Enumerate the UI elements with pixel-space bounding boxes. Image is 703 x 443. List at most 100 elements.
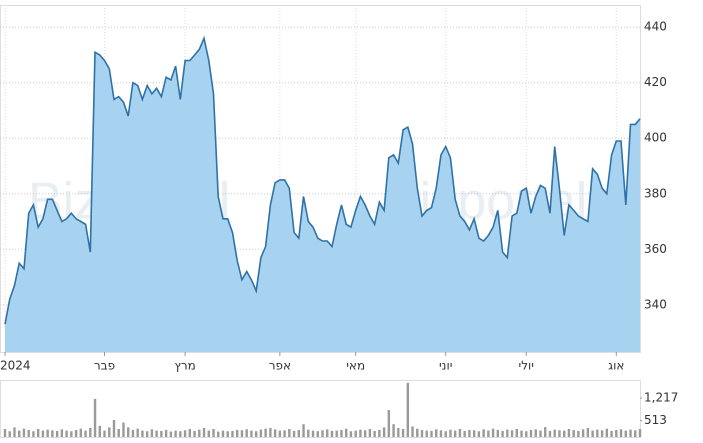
- volume-bar: [41, 430, 45, 437]
- volume-bar: [3, 428, 7, 437]
- y-tick-label: 440: [644, 20, 667, 34]
- volume-bar: [150, 429, 154, 437]
- volume-bar: [401, 428, 405, 437]
- y-tick-label: 380: [644, 186, 667, 200]
- volume-bar: [344, 428, 348, 437]
- volume-bar: [18, 430, 21, 437]
- volume-bar: [515, 428, 518, 437]
- volume-bar: [430, 430, 433, 437]
- volume-bar: [55, 430, 59, 437]
- volume-bar: [581, 429, 585, 437]
- volume-bar: [60, 429, 64, 437]
- volume-bar: [610, 430, 613, 437]
- volume-bar: [112, 420, 116, 437]
- volume-bar: [553, 429, 556, 437]
- y-tick-label: 360: [644, 242, 667, 256]
- volume-bar: [458, 428, 462, 437]
- volume-bar: [359, 429, 362, 437]
- volume-frame: [0, 380, 641, 438]
- volume-bar: [127, 427, 130, 437]
- volume-bar: [529, 429, 533, 437]
- volume-bar: [629, 429, 632, 437]
- y-tick-label: 340: [644, 297, 667, 311]
- volume-bar: [439, 430, 443, 437]
- volume-bar: [160, 430, 163, 437]
- volume-bar: [84, 430, 87, 437]
- volume-bar: [65, 430, 68, 437]
- x-tick-label: אפר: [269, 359, 291, 373]
- volume-bar: [416, 428, 419, 437]
- x-tick-label: מאי: [346, 359, 365, 373]
- volume-bar: [231, 430, 234, 437]
- volume-bar: [615, 429, 618, 437]
- volume-bar: [525, 431, 528, 437]
- volume-bar: [425, 430, 428, 437]
- volume-bar: [472, 430, 476, 437]
- x-tick-label: מרץ: [174, 359, 195, 373]
- volume-bar: [22, 428, 26, 437]
- volume-bar: [354, 430, 357, 437]
- volume-bar: [392, 424, 395, 437]
- volume-bar: [169, 431, 173, 437]
- volume-bar: [254, 431, 258, 437]
- volume-bar: [145, 431, 149, 437]
- volume-bar: [131, 429, 135, 437]
- volume-bar: [108, 427, 111, 437]
- volume-bar: [562, 430, 566, 437]
- volume-bar: [330, 430, 334, 437]
- volume-bar: [572, 429, 575, 437]
- volume-bar: [221, 430, 225, 437]
- volume-bar: [558, 430, 561, 437]
- plot-frame: [0, 5, 641, 353]
- volume-bar: [435, 429, 438, 437]
- volume-bar: [79, 428, 83, 437]
- volume-bar: [51, 430, 54, 437]
- volume-bar: [591, 430, 594, 437]
- volume-bar: [259, 429, 263, 437]
- volume-bar: [605, 428, 609, 437]
- volume-bar: [117, 428, 120, 437]
- volume-bar: [420, 429, 424, 437]
- volume-bar: [264, 428, 267, 437]
- volume-bar: [103, 430, 106, 437]
- volume-bar: [491, 428, 495, 437]
- volume-bar: [501, 430, 504, 437]
- volume-bar: [245, 429, 248, 437]
- area: [5, 38, 640, 353]
- volume-bar: [477, 431, 481, 437]
- volume-bar: [212, 428, 215, 437]
- volume-bar: [307, 429, 310, 437]
- volume-bar: [349, 431, 353, 437]
- volume-bar: [8, 431, 11, 437]
- volume-bar: [363, 430, 367, 437]
- volume-bar: [619, 429, 623, 437]
- volume-bar: [544, 427, 547, 437]
- volume-bar: [297, 429, 301, 437]
- volume-bar: [240, 430, 244, 437]
- volume-bar: [207, 430, 210, 437]
- volume-bar: [468, 429, 471, 437]
- volume-bar: [217, 431, 220, 437]
- x-tick-label: יוני: [439, 359, 452, 373]
- volume-bar: [520, 430, 523, 437]
- volume-bar: [567, 428, 571, 437]
- volume-bar: [600, 430, 604, 437]
- volume-bar: [98, 425, 101, 437]
- volume-bar: [269, 428, 272, 437]
- volume-bar: [397, 428, 400, 437]
- volume-bar: [449, 429, 452, 437]
- volume-bar: [326, 429, 329, 437]
- volume-bar: [586, 428, 590, 437]
- volume-bar: [510, 430, 514, 437]
- volume-bar: [273, 429, 277, 437]
- volume-bar: [13, 427, 16, 437]
- volume-bar: [27, 429, 30, 437]
- volume-bar: [122, 422, 125, 437]
- volume-bar: [288, 428, 291, 437]
- volume-bar: [155, 430, 158, 437]
- volume-bar: [136, 428, 139, 437]
- y-tick-label: 420: [644, 75, 667, 89]
- volume-bar: [292, 430, 296, 437]
- volume-bar: [179, 431, 182, 437]
